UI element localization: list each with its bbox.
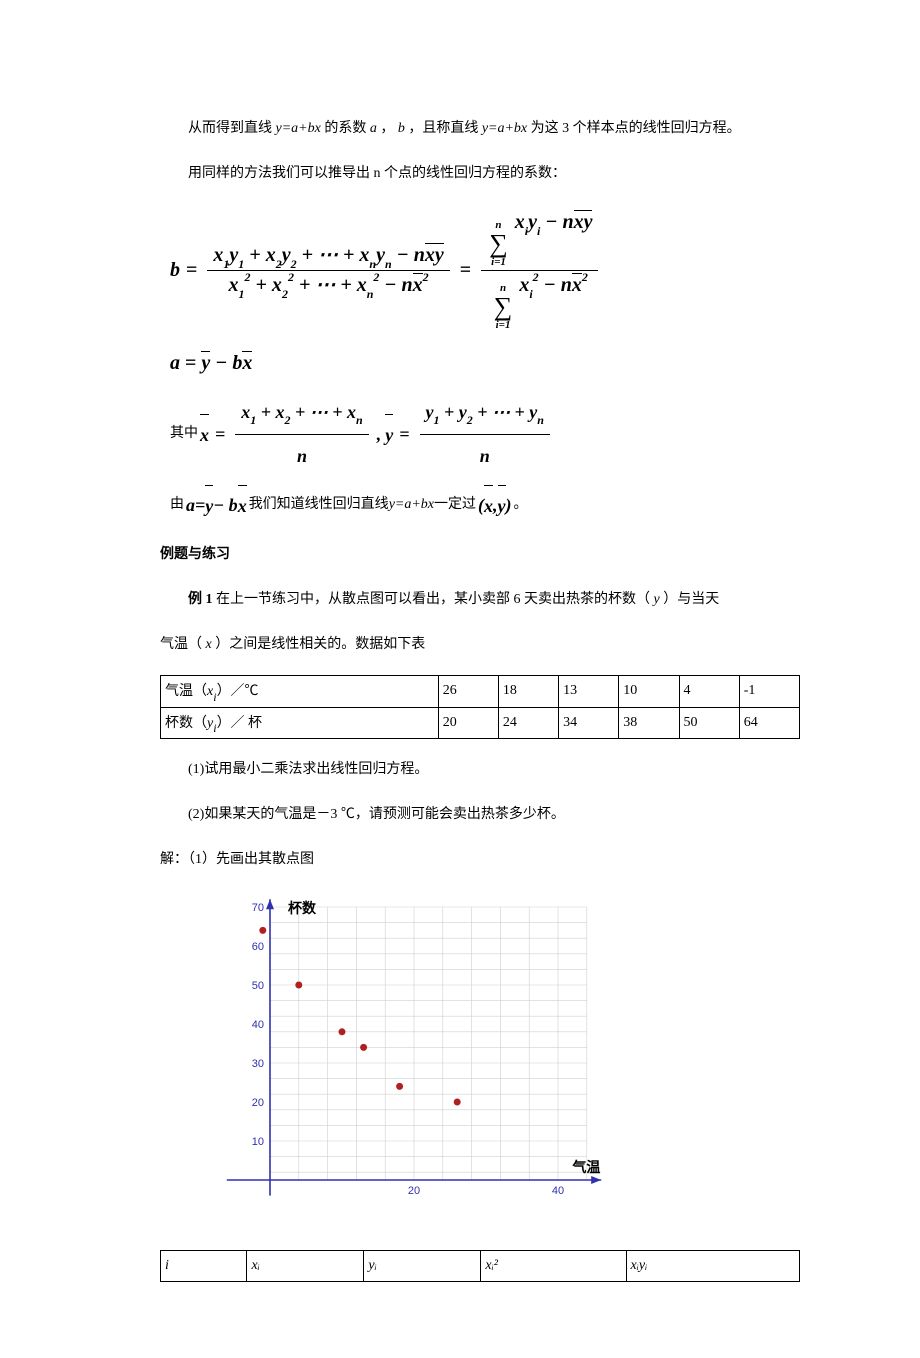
- svg-text:40: 40: [252, 1019, 264, 1031]
- sym-y: y: [654, 592, 660, 607]
- mid: 我们知道线性回归直线: [249, 490, 389, 521]
- formula-a-text: a = y − bx: [170, 352, 252, 374]
- cell: 24: [498, 707, 558, 739]
- formula-a-inline: a = y − bx: [186, 485, 247, 527]
- eq-inline: y=a+bx: [389, 490, 434, 521]
- col-header: xᵢ: [247, 1250, 364, 1281]
- col-header: xᵢyᵢ: [626, 1250, 800, 1281]
- formula-a: a = y − bx: [170, 351, 800, 373]
- num-right: xiyi − nxy: [515, 211, 593, 233]
- svg-text:杯数: 杯数: [288, 900, 317, 917]
- point: (x, y): [478, 485, 512, 527]
- suffix: 一定过: [434, 490, 476, 521]
- sym-x: x: [206, 637, 212, 652]
- fraction-left: x1y1 + x2y2 + ⋯ + xnyn − nxy x12 + x22 +…: [207, 241, 449, 300]
- prefix: 其中: [170, 419, 198, 450]
- pass-through-line: 由 a = y − bx 我们知道线性回归直线 y=a+bx 一定过 (x, y…: [170, 485, 800, 527]
- formula-b: b = x1y1 + x2y2 + ⋯ + xnyn − nxy x12 + x…: [170, 208, 800, 333]
- cell: 34: [559, 707, 619, 739]
- page: 从而得到直线 y=a+bx 的系数 a ， b ，且称直线 y=a+bx 为这 …: [0, 0, 920, 1358]
- text: ，且称直线: [408, 121, 482, 136]
- sigma-icon: n ∑ i=1: [494, 283, 513, 331]
- cell: -1: [739, 675, 799, 707]
- cell: 38: [619, 707, 679, 739]
- cell: 13: [559, 675, 619, 707]
- intro-line1: 从而得到直线 y=a+bx 的系数 a ， b ，且称直线 y=a+bx 为这 …: [160, 114, 800, 145]
- col-header: i: [161, 1250, 247, 1281]
- table-row: i xᵢ yᵢ xᵢ² xᵢyᵢ: [161, 1250, 800, 1281]
- svg-text:10: 10: [252, 1136, 264, 1148]
- solution-header: 解：（1）先画出其散点图: [160, 845, 800, 876]
- example-line2: 气温（ x ）之间是线性相关的。数据如下表: [160, 630, 800, 661]
- question-1: (1)试用最小二乘法求出线性回归方程。: [160, 755, 800, 786]
- num: y1 + y2 + ⋯ + yn: [420, 391, 550, 436]
- num-text: x1y1 + x2y2 + ⋯ + xnyn − nxy: [213, 244, 443, 266]
- row-header: 气温（xi）／℃: [161, 675, 439, 707]
- data-table-1: 气温（xi）／℃ 26 18 13 10 4 -1 杯数（yi）／ 杯 20 2…: [160, 675, 800, 740]
- text: ）之间是线性相关的。数据如下表: [215, 637, 425, 652]
- section-title: 例题与练习: [160, 540, 800, 571]
- fraction-right: n ∑ i=1 xiyi − nxy n ∑ i=1 xi2 − nx2: [481, 208, 598, 333]
- question-2: (2)如果某天的气温是－3 ℃，请预测可能会卖出热茶多少杯。: [160, 800, 800, 831]
- cell: 26: [438, 675, 498, 707]
- col-header: yᵢ: [364, 1250, 481, 1281]
- text: 用同样的方法我们可以推导出 n 个点的线性回归方程的系数：: [188, 166, 566, 181]
- text: 气温（: [160, 637, 202, 652]
- scatter-chart: 10 20 30 40 50 60 70 20 40 杯数气温: [190, 890, 800, 1220]
- cell: 18: [498, 675, 558, 707]
- example-label: 例 1: [188, 592, 213, 607]
- cell: 64: [739, 707, 799, 739]
- den-text: x12 + x22 + ⋯ + xn2 − nx2: [229, 274, 429, 296]
- col-header: xᵢ²: [481, 1250, 626, 1281]
- num: x1 + x2 + ⋯ + xn: [235, 391, 368, 436]
- section-title-text: 例题与练习: [160, 547, 230, 562]
- text: 的系数: [324, 121, 370, 136]
- svg-text:50: 50: [252, 980, 264, 992]
- den: n: [474, 435, 496, 479]
- data-table-2: i xᵢ yᵢ xᵢ² xᵢyᵢ: [160, 1250, 800, 1282]
- intro-line2: 用同样的方法我们可以推导出 n 个点的线性回归方程的系数：: [160, 159, 800, 190]
- formula-means: 其中 x= x1 + x2 + ⋯ + xn n , y= y1 + y2 + …: [170, 391, 800, 479]
- svg-text:气温: 气温: [571, 1159, 600, 1176]
- sigma-icon: n ∑ i=1: [489, 220, 508, 268]
- row-header: 杯数（yi）／ 杯: [161, 707, 439, 739]
- cell: 50: [679, 707, 739, 739]
- eq-inline: y=a+bx: [482, 121, 527, 136]
- table-row: 气温（xi）／℃ 26 18 13 10 4 -1: [161, 675, 800, 707]
- lhs: b: [170, 260, 180, 280]
- svg-text:40: 40: [552, 1185, 564, 1197]
- table-row: 杯数（yi）／ 杯 20 24 34 38 50 64: [161, 707, 800, 739]
- prefix: 由: [170, 490, 184, 521]
- text: 在上一节练习中，从散点图可以看出，某小卖部 6 天卖出热茶的杯数（: [216, 592, 650, 607]
- text: ）与当天: [663, 592, 719, 607]
- text: 从而得到直线: [188, 121, 276, 136]
- eq-inline: y=a+bx: [276, 121, 321, 136]
- text: ，: [380, 121, 394, 136]
- den: n: [291, 435, 313, 479]
- sym-a: a: [370, 121, 377, 136]
- example-line1: 例 1 在上一节练习中，从散点图可以看出，某小卖部 6 天卖出热茶的杯数（ y …: [160, 585, 800, 616]
- text: 为这 3 个样本点的线性回归方程。: [531, 121, 741, 136]
- cell: 10: [619, 675, 679, 707]
- sym-b: b: [398, 121, 405, 136]
- svg-text:20: 20: [252, 1097, 264, 1109]
- cell: 20: [438, 707, 498, 739]
- end: 。: [514, 490, 528, 521]
- scatter-svg: 10 20 30 40 50 60 70 20 40 杯数气温: [190, 890, 610, 1220]
- svg-text:30: 30: [252, 1058, 264, 1070]
- den-right: xi2 − nx2: [519, 274, 588, 296]
- cell: 4: [679, 675, 739, 707]
- svg-text:20: 20: [408, 1185, 420, 1197]
- svg-text:60: 60: [252, 941, 264, 953]
- svg-text:70: 70: [252, 902, 264, 914]
